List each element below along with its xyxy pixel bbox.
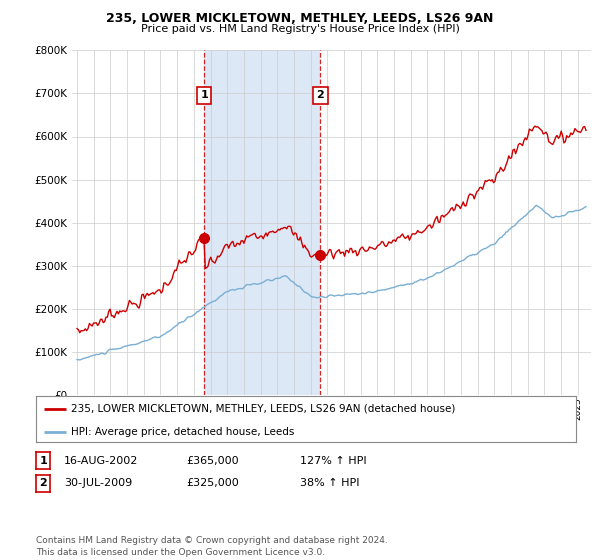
Text: 1: 1 (40, 456, 47, 466)
Text: 16-AUG-2002: 16-AUG-2002 (64, 456, 139, 466)
Text: 235, LOWER MICKLETOWN, METHLEY, LEEDS, LS26 9AN: 235, LOWER MICKLETOWN, METHLEY, LEEDS, L… (106, 12, 494, 25)
Text: 38% ↑ HPI: 38% ↑ HPI (300, 478, 359, 488)
Text: £365,000: £365,000 (186, 456, 239, 466)
Text: Contains HM Land Registry data © Crown copyright and database right 2024.
This d: Contains HM Land Registry data © Crown c… (36, 536, 388, 557)
Text: 2: 2 (316, 90, 324, 100)
Text: 2: 2 (40, 478, 47, 488)
Text: 127% ↑ HPI: 127% ↑ HPI (300, 456, 367, 466)
Text: 1: 1 (200, 90, 208, 100)
Text: HPI: Average price, detached house, Leeds: HPI: Average price, detached house, Leed… (71, 427, 295, 437)
Bar (204, 50, 320, 395)
Text: 235, LOWER MICKLETOWN, METHLEY, LEEDS, LS26 9AN (detached house): 235, LOWER MICKLETOWN, METHLEY, LEEDS, L… (71, 404, 455, 414)
Text: Price paid vs. HM Land Registry's House Price Index (HPI): Price paid vs. HM Land Registry's House … (140, 24, 460, 34)
Text: 30-JUL-2009: 30-JUL-2009 (64, 478, 133, 488)
Text: £325,000: £325,000 (186, 478, 239, 488)
